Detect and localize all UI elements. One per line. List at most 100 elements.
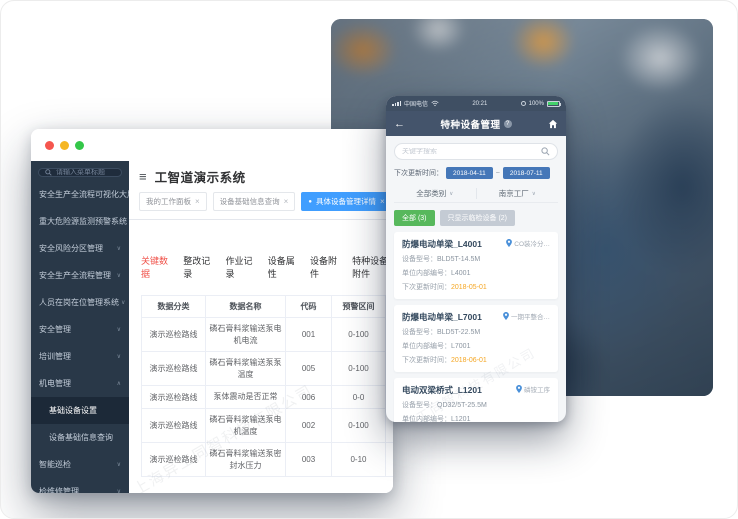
- battery-icon: [546, 100, 561, 107]
- sidebar-item-safety-process[interactable]: 安全生产全流程管理 ∨: [31, 262, 129, 289]
- sidebar-search[interactable]: [38, 168, 122, 177]
- chevron-down-icon: ∨: [449, 190, 454, 197]
- cell-code: 002: [285, 407, 332, 444]
- date-to-button[interactable]: 2018-07-11: [502, 167, 550, 179]
- tab-device-detail-active[interactable]: ● 具体设备管理详情 ×: [301, 192, 392, 211]
- tab-my-workpanel[interactable]: 我的工作面板 ×: [139, 192, 207, 211]
- sidebar-item-smart-inspection[interactable]: 智能巡检 ∨: [31, 451, 129, 478]
- tab-rectification-records[interactable]: 整改记录: [183, 256, 211, 279]
- equipment-location: 一期平整合…: [511, 314, 550, 321]
- sidebar-item-label: 机电管理: [39, 379, 71, 388]
- model-label: 设备型号：: [402, 402, 437, 409]
- tab-label: 设备基础信息查询: [219, 197, 280, 206]
- filter-pill-row: 全部 (3) 只显示临检设备 (2): [394, 210, 558, 226]
- cell-category: 演示巡检路线: [141, 442, 206, 478]
- mobile-search-input[interactable]: [402, 148, 541, 155]
- equipment-location: CO装冷分…: [514, 241, 550, 248]
- active-dot-icon: ●: [308, 198, 312, 205]
- search-icon: [541, 147, 550, 156]
- cell-name: 磷石膏料浆输送泵电机电流: [205, 316, 286, 353]
- equipment-card[interactable]: 防爆电动单梁_L4001 CO装冷分… 设备型号：BLD5T-14.5M 单位内…: [394, 232, 558, 299]
- zoom-traffic-light[interactable]: [75, 140, 84, 150]
- tab-label: 我的工作面板: [146, 197, 191, 206]
- column-header: 代码: [285, 295, 332, 318]
- filter-due-inspection-button[interactable]: 只显示临检设备 (2): [439, 210, 515, 226]
- sidebar-item-personnel[interactable]: 人员在岗在位管理系统 ∨: [31, 289, 129, 316]
- tab-label: 具体设备管理详情: [315, 197, 376, 206]
- sidebar-item-label: 安全管理: [39, 325, 71, 334]
- chevron-down-icon: ∨: [116, 462, 121, 468]
- model-value: BLD5T-14.5M: [437, 256, 481, 263]
- internal-code-label: 单位内部编号：: [402, 416, 451, 422]
- back-arrow-icon[interactable]: ←: [394, 117, 405, 130]
- sidebar-subitem-device-info-query[interactable]: 设备基础信息查询: [49, 433, 113, 442]
- carrier-label: 中国电信: [404, 102, 429, 108]
- sidebar-item-electromechanical[interactable]: 机电管理 ∧: [31, 370, 129, 397]
- clock-label: 20:21: [472, 100, 488, 107]
- internal-code-value: L1201: [451, 416, 471, 422]
- tab-work-records[interactable]: 作业记录: [225, 256, 253, 279]
- sidebar-item-dashboard[interactable]: 安全生产全流程可视化大屏: [31, 181, 135, 208]
- mobile-search[interactable]: [394, 143, 558, 160]
- sidebar-item-label: 检维修管理: [39, 487, 79, 493]
- close-icon[interactable]: ×: [283, 197, 289, 206]
- cell-range: 0-100: [331, 351, 386, 387]
- orientation-lock-icon: [520, 101, 526, 106]
- page-title: 工智道演示系统: [154, 170, 246, 185]
- close-icon[interactable]: ×: [195, 197, 200, 206]
- close-icon[interactable]: ×: [379, 197, 385, 206]
- sidebar-item-maintenance[interactable]: 检维修管理 ∨: [31, 478, 129, 493]
- equipment-card[interactable]: 电动双梁桥式_L1201 磷铵工序 设备型号：QD32/5T-25.5M 单位内…: [394, 378, 558, 422]
- cell-category: 演示巡检路线: [141, 351, 206, 387]
- sidebar-item-label: 人员在岗在位管理系统: [39, 298, 119, 307]
- home-icon[interactable]: [548, 119, 558, 129]
- tab-key-data[interactable]: 关键数据: [141, 256, 169, 279]
- table-row: 演示巡检路线 泵体震动是否正常 006 0-0 0-0: [141, 385, 393, 409]
- tab-device-attachments[interactable]: 设备附件: [309, 256, 337, 279]
- sidebar-subitem-basic-device-setup[interactable]: 基础设备设置: [31, 397, 129, 424]
- factory-dropdown[interactable]: 南京工厂 ∨: [475, 188, 559, 199]
- sidebar-item-label: 智能巡检: [39, 460, 71, 469]
- sidebar-item-safety-mgmt[interactable]: 安全管理 ∨: [31, 316, 129, 343]
- table-row: 演示巡检路线 磷石膏料浆输送泵密封水压力 003 0-10 1.5-3.5: [141, 442, 393, 478]
- dropdown-row: 全部类别 ∨ 南京工厂 ∨: [394, 185, 558, 203]
- minimize-traffic-light[interactable]: [60, 140, 69, 150]
- hamburger-menu-icon[interactable]: ≡: [139, 168, 147, 184]
- detail-panel: 关键数据 整改记录 作业记录 设备属性 设备附件 特种设备附件 数据分类 数据名…: [129, 220, 393, 478]
- internal-code-value: L7001: [451, 343, 471, 350]
- tab-special-device-attachments[interactable]: 特种设备附件: [352, 256, 389, 279]
- next-date-label: 下次更新时间：: [402, 357, 451, 364]
- sidebar-search-input[interactable]: [56, 169, 120, 176]
- help-icon[interactable]: ?: [503, 119, 512, 128]
- sidebar-item-label: 重大危险源监测预警系统: [39, 217, 127, 226]
- equipment-card[interactable]: 防爆电动单梁_L7001 一期平整合… 设备型号：BLD5T-22.5M 单位内…: [394, 305, 558, 372]
- cell-name: 磷石膏料浆输送泵泵温度: [205, 351, 286, 387]
- model-label: 设备型号：: [402, 256, 437, 263]
- cell-code: 001: [285, 316, 332, 353]
- dropdown-value: 南京工厂: [498, 189, 529, 198]
- mobile-nav-bar: ← 特种设备管理 ?: [386, 111, 566, 136]
- sidebar-item-training[interactable]: 培训管理 ∨: [31, 343, 129, 370]
- filter-all-button[interactable]: 全部 (3): [394, 210, 435, 226]
- tab-device-attributes[interactable]: 设备属性: [267, 256, 295, 279]
- internal-code-label: 单位内部编号：: [402, 343, 451, 350]
- chevron-down-icon: ∨: [116, 489, 121, 493]
- sidebar-item-risk-zone[interactable]: 安全风险分区管理 ∨: [31, 235, 129, 262]
- tab-bar: 我的工作面板 × 设备基础信息查询 × ● 具体设备管理详情 ×: [129, 187, 393, 220]
- category-dropdown[interactable]: 全部类别 ∨: [394, 188, 476, 199]
- battery-percent-label: 100%: [528, 100, 544, 107]
- sidebar-item-label: 安全风险分区管理: [39, 244, 103, 253]
- close-traffic-light[interactable]: [45, 140, 54, 150]
- table-row: 演示巡检路线 磷石膏料浆输送泵泵温度 005 0-100 0-65: [141, 351, 393, 387]
- mobile-status-bar: 中国电信 20:21 100%: [386, 96, 566, 111]
- mobile-body: 下次更新时间： 2018-04-11 ~ 2018-07-11 全部类别 ∨ 南…: [386, 136, 566, 422]
- cell-code: 006: [285, 385, 332, 409]
- cell-code: 003: [285, 442, 332, 478]
- status-right: 100%: [520, 100, 561, 107]
- date-from-button[interactable]: 2018-04-11: [446, 167, 493, 179]
- sidebar-item-hazard-warning[interactable]: 重大危险源监测预警系统 ∨: [31, 208, 133, 235]
- tab-device-info-query[interactable]: 设备基础信息查询 ×: [212, 192, 296, 211]
- model-label: 设备型号：: [402, 329, 437, 336]
- date-filter-label: 下次更新时间：: [394, 170, 443, 177]
- status-left: 中国电信: [392, 99, 439, 108]
